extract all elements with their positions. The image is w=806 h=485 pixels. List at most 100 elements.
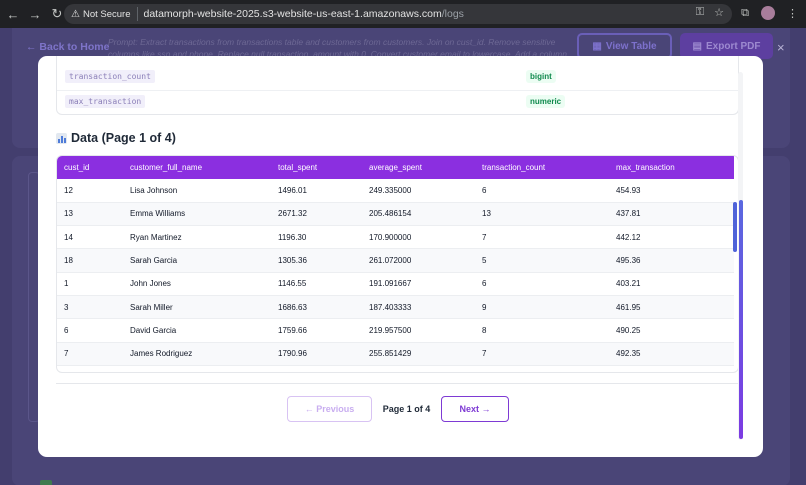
security-label: Not Secure (82, 8, 131, 20)
password-key-icon[interactable]: ⚿ (695, 6, 705, 18)
table-cell: 492.35 (609, 342, 734, 366)
profile-avatar[interactable] (761, 6, 775, 20)
table-cell: David Garcia (123, 318, 271, 343)
table-cell: 6 (475, 272, 609, 296)
export-pdf-button[interactable]: ▤ Export PDF (680, 33, 773, 59)
table-row: 3 Sarah Miller 1686.63 187.403333 9 461.… (57, 295, 734, 320)
column-header: transaction_count (482, 163, 546, 172)
page-indicator: Page 1 of 4 (382, 404, 431, 414)
table-cell: Emma Williams (123, 202, 271, 227)
table-cell: 1496.01 (271, 179, 362, 203)
table-cell: Sarah Garcia (123, 248, 271, 273)
data-preview-modal: transaction_count bigint max_transaction… (38, 56, 763, 457)
table-cell: 6 (57, 318, 123, 343)
table-row: 13 Emma Williams 2671.32 205.486154 13 4… (57, 202, 734, 227)
schema-row: max_transaction numeric (57, 91, 738, 113)
table-cell: 1146.55 (271, 272, 362, 296)
table-cell: 170.900000 (362, 225, 475, 250)
table-cell: 18 (57, 248, 123, 273)
bar-chart-icon (56, 132, 67, 144)
table-cell: 1 (57, 272, 123, 296)
table-row: 6 David Garcia 1759.66 219.957500 8 490.… (57, 318, 734, 343)
table-cell: 461.95 (609, 295, 734, 320)
column-header: max_transaction (616, 163, 675, 172)
table-cell: 1196.30 (271, 225, 362, 250)
column-header: average_spent (369, 163, 422, 172)
table-cell: 1759.66 (271, 318, 362, 343)
table-cell: 6 (475, 179, 609, 203)
table-row: 14 Ryan Martinez 1196.30 170.900000 7 44… (57, 225, 734, 250)
warning-icon: ⚠ (71, 8, 80, 20)
table-cell: 205.486154 (362, 202, 475, 227)
table-cell: 13 (57, 202, 123, 227)
schema-table: transaction_count bigint max_transaction… (56, 56, 739, 115)
column-header: customer_full_name (130, 163, 203, 172)
table-cell: 261.072000 (362, 248, 475, 273)
back-to-home-link[interactable]: ← Back to Home (26, 41, 110, 53)
data-section-title: Data (Page 1 of 4) (56, 131, 176, 145)
table-cell: 437.81 (609, 202, 734, 227)
back-arrow-icon[interactable]: ← (6, 6, 20, 22)
table-cell: 403.21 (609, 272, 734, 296)
schema-column-type: bigint (526, 70, 556, 83)
bookmark-star-icon[interactable]: ☆ (714, 7, 724, 19)
browser-toolbar: ← → ↻ ⚠ Not Secure datamorph-website-202… (0, 0, 806, 28)
table-cell: Ryan Martinez (123, 225, 271, 250)
column-header: cust_id (64, 163, 90, 172)
table-cell: 249.335000 (362, 179, 475, 203)
table-cell: 1790.96 (271, 342, 362, 366)
reload-icon[interactable]: ↻ (51, 6, 63, 21)
schema-row: transaction_count bigint (57, 66, 738, 91)
table-cell: 490.25 (609, 318, 734, 343)
table-cell: 8 (475, 318, 609, 343)
column-header: total_spent (278, 163, 318, 172)
table-cell: 2671.32 (271, 202, 362, 227)
table-cell: 7 (475, 342, 609, 366)
table-row: 18 Sarah Garcia 1305.36 261.072000 5 495… (57, 248, 734, 273)
next-page-button[interactable]: Next → (441, 396, 509, 422)
security-chip[interactable]: ⚠ Not Secure (71, 7, 138, 21)
table-cell: James Rodriguez (123, 342, 271, 366)
schema-column-name: transaction_count (65, 70, 155, 83)
close-icon[interactable]: × (777, 40, 785, 55)
view-table-label: View Table (605, 40, 657, 52)
address-bar[interactable]: ⚠ Not Secure datamorph-website-2025.s3-w… (64, 4, 732, 24)
data-table: cust_id customer_full_name total_spent a… (57, 156, 734, 366)
extensions-icon[interactable]: ⧉ (741, 6, 749, 19)
prompt-text: Prompt: Extract transactions from transa… (108, 37, 567, 59)
forward-arrow-icon[interactable]: → (28, 6, 42, 22)
table-cell: 1686.63 (271, 295, 362, 320)
url-host: datamorph-website-2025.s3-website-us-eas… (143, 8, 442, 20)
table-cell: 5 (475, 248, 609, 273)
table-cell: 9 (475, 295, 609, 320)
table-cell: 255.851429 (362, 342, 475, 366)
table-cell: 3 (57, 295, 123, 320)
table-icon: ▦ (592, 40, 602, 52)
document-icon: ▤ (692, 40, 702, 52)
table-cell: 495.36 (609, 248, 734, 273)
table-cell: 219.957500 (362, 318, 475, 343)
background-status-marker (40, 480, 52, 485)
table-row: 12 Lisa Johnson 1496.01 249.335000 6 454… (57, 179, 734, 203)
table-cell: 191.091667 (362, 272, 475, 296)
modal-scrollbar-thumb[interactable] (739, 200, 743, 439)
table-cell: 14 (57, 225, 123, 250)
table-row: 7 James Rodriguez 1790.96 255.851429 7 4… (57, 342, 734, 366)
table-header-row: cust_id customer_full_name total_spent a… (57, 156, 734, 179)
previous-page-button[interactable]: ← Previous (287, 396, 372, 422)
divider (56, 383, 739, 384)
table-cell: 442.12 (609, 225, 734, 250)
data-table-container[interactable]: cust_id customer_full_name total_spent a… (56, 155, 739, 373)
export-pdf-label: Export PDF (706, 40, 761, 52)
table-cell: 1305.36 (271, 248, 362, 273)
menu-kebab-icon[interactable]: ⋮ (787, 7, 798, 20)
table-scrollbar-thumb[interactable] (733, 202, 737, 252)
table-cell: 13 (475, 202, 609, 227)
table-cell: John Jones (123, 272, 271, 296)
pagination: ← Previous Page 1 of 4 Next → (287, 396, 509, 422)
table-cell: 454.93 (609, 179, 734, 203)
table-cell: 7 (57, 342, 123, 366)
url-path: /logs (441, 8, 464, 20)
table-cell: Lisa Johnson (123, 179, 271, 203)
table-cell: Sarah Miller (123, 295, 271, 320)
